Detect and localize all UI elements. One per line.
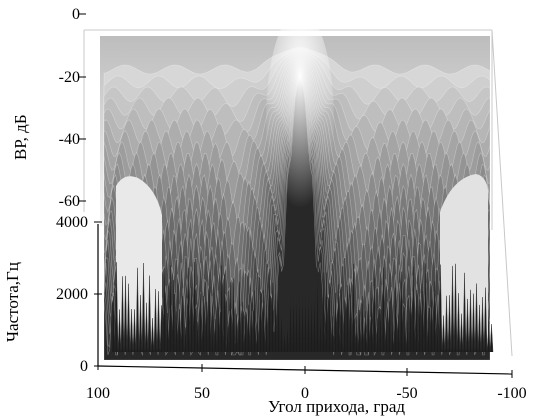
y-axis-label: Частота,Гц [3, 262, 22, 342]
x-tick-label: 0 [301, 385, 309, 402]
x-tick-label: -100 [497, 385, 526, 402]
y-axis: 0 2000 4000 [56, 214, 102, 375]
z-tick-label: -60 [59, 193, 80, 210]
main-lobe [266, 10, 334, 230]
x-tick-label: 50 [194, 385, 210, 402]
z-tick-label: -20 [59, 69, 80, 86]
edge-hump-left [116, 176, 162, 350]
z-tick-label: -40 [59, 131, 80, 148]
y-tick-label: 2000 [56, 286, 88, 303]
surface-spikes [111, 261, 494, 353]
x-tick-label: -50 [396, 385, 417, 402]
z-axis: 0 -20 -40 -60 [59, 6, 86, 210]
y-tick-label: 4000 [56, 214, 88, 231]
z-tick-label: 0 [72, 6, 80, 23]
y-tick-label: 0 [80, 358, 88, 375]
z-axis-label: ВР, дБ [11, 114, 30, 160]
x-tick-label: 100 [86, 385, 110, 402]
x-axis: 100 50 0 -50 -100 [86, 362, 527, 402]
x-axis-label: Угол прихода, град [268, 397, 405, 416]
